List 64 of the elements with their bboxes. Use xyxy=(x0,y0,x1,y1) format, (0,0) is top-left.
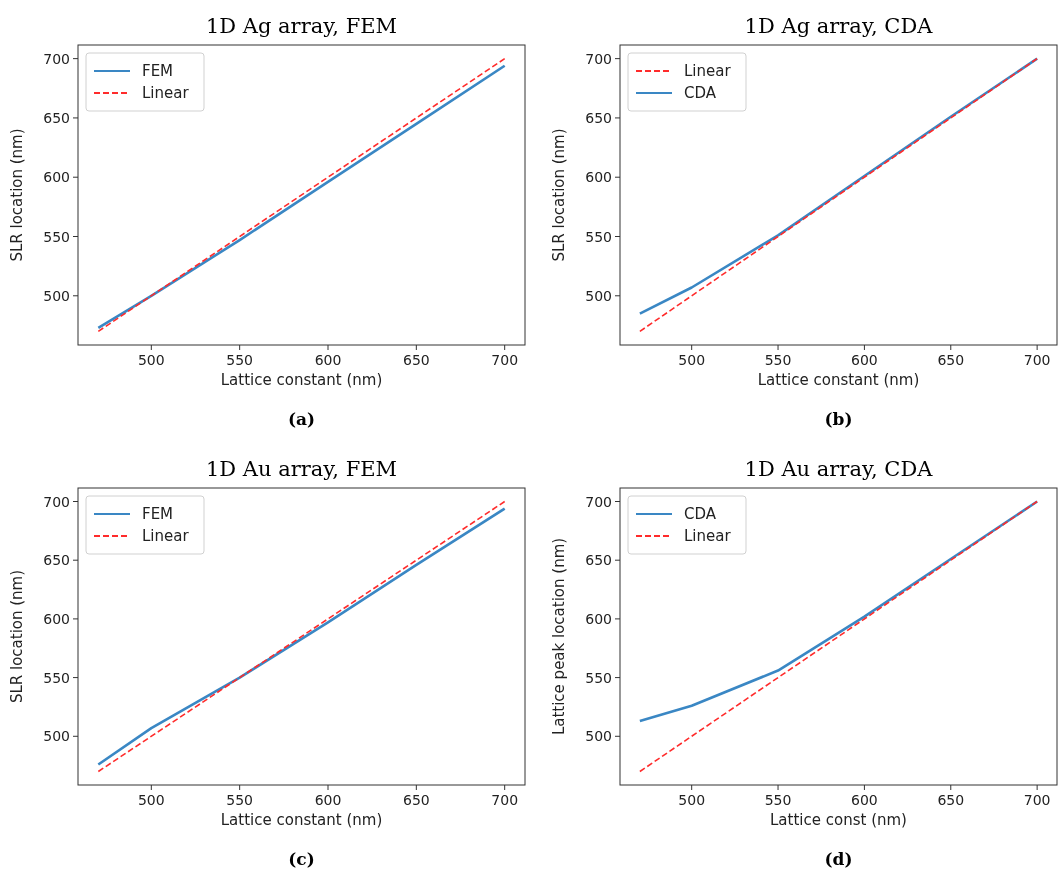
y-tick-label: 550 xyxy=(585,228,612,245)
y-tick-label: 500 xyxy=(585,728,612,745)
y-tick-label: 550 xyxy=(585,669,612,686)
x-tick-label: 600 xyxy=(851,352,878,368)
x-tick-label: 500 xyxy=(678,352,706,368)
y-axis-title: Lattice peak location (nm) xyxy=(550,537,568,736)
y-tick-label: 650 xyxy=(43,109,70,126)
y-axis-title: SLR location (nm) xyxy=(550,128,568,262)
y-tick-label: 600 xyxy=(43,610,70,627)
x-axis-title: Lattice const (nm) xyxy=(770,811,907,829)
x-tick-label: 550 xyxy=(764,352,792,368)
chart-title: 1D Ag array, CDA xyxy=(744,14,934,38)
x-tick-label: 600 xyxy=(314,352,342,368)
x-tick-label: 600 xyxy=(851,792,878,808)
legend-label: Linear xyxy=(684,62,732,80)
y-tick-label: 650 xyxy=(585,552,612,569)
x-tick-label: 650 xyxy=(937,792,965,808)
legend-label: FEM xyxy=(142,505,174,523)
chart-title: 1D Ag array, FEM xyxy=(205,14,398,38)
x-tick-label: 650 xyxy=(402,352,430,368)
x-tick-label: 650 xyxy=(937,352,965,368)
legend-label: Linear xyxy=(142,527,190,545)
y-tick-label: 500 xyxy=(43,728,70,745)
text: (b) xyxy=(824,409,853,429)
x-tick-label: 700 xyxy=(1023,352,1051,368)
x-tick-label: 500 xyxy=(137,792,165,808)
chart-title: 1D Au array, CDA xyxy=(744,457,934,481)
x-tick-label: 700 xyxy=(1023,792,1051,808)
text: (a) xyxy=(287,409,316,429)
y-tick-label: 700 xyxy=(43,493,70,510)
x-tick-label: 500 xyxy=(137,352,165,368)
legend-label: Linear xyxy=(142,84,190,102)
x-tick-label: 700 xyxy=(491,792,519,808)
y-tick-label: 700 xyxy=(585,50,612,67)
x-tick-label: 550 xyxy=(764,792,792,808)
chart-title: 1D Au array, FEM xyxy=(205,457,398,481)
y-tick-label: 700 xyxy=(43,50,70,67)
y-tick-label: 550 xyxy=(43,669,70,686)
y-tick-label: 600 xyxy=(43,169,70,186)
y-tick-label: 650 xyxy=(43,552,70,569)
y-tick-label: 600 xyxy=(585,169,612,186)
x-tick-label: 700 xyxy=(491,352,519,368)
text: (d) xyxy=(824,849,853,869)
y-tick-label: 500 xyxy=(585,287,612,304)
legend-label: CDA xyxy=(684,505,717,523)
legend-label: FEM xyxy=(142,62,174,80)
x-axis-title: Lattice constant (nm) xyxy=(220,811,383,829)
legend-label: Linear xyxy=(684,527,732,545)
text: (c) xyxy=(288,849,315,869)
y-tick-label: 600 xyxy=(585,610,612,627)
x-tick-label: 550 xyxy=(226,352,254,368)
x-tick-label: 500 xyxy=(678,792,706,808)
y-axis-title: SLR location (nm) xyxy=(8,569,26,704)
y-tick-label: 500 xyxy=(43,287,70,304)
y-tick-label: 700 xyxy=(585,493,612,510)
x-axis-title: Lattice constant (nm) xyxy=(220,371,383,389)
x-tick-label: 600 xyxy=(314,792,342,808)
x-tick-label: 550 xyxy=(226,792,254,808)
x-axis-title: Lattice constant (nm) xyxy=(757,371,920,389)
y-tick-label: 550 xyxy=(43,228,70,245)
legend-label: CDA xyxy=(684,84,717,102)
x-tick-label: 650 xyxy=(402,792,430,808)
y-axis-title: SLR location (nm) xyxy=(8,128,26,262)
y-tick-label: 650 xyxy=(585,109,612,126)
